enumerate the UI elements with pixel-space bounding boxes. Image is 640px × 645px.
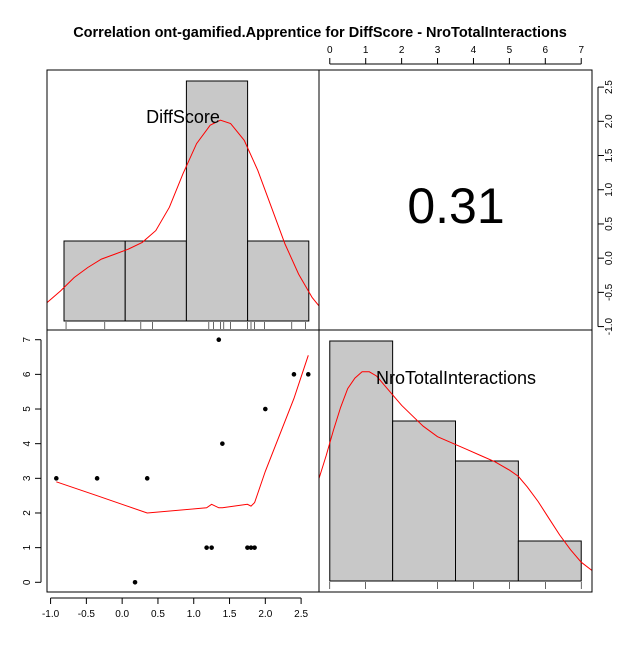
right-y-tick-label: -1.0 <box>604 318 615 336</box>
scatter-point <box>305 372 311 377</box>
top-x-axis: 0 1 2 3 4 5 6 7 <box>327 45 584 65</box>
interactions-histogram <box>329 340 582 582</box>
scatter-point <box>291 372 297 377</box>
scatter-points <box>54 337 311 585</box>
right-y-tick-label: 0.5 <box>604 217 615 231</box>
chart-title: Correlation ont-gamified.Apprentice for … <box>73 25 567 41</box>
left-y-tick-label: 4 <box>22 440 33 446</box>
scatter-point <box>132 579 138 585</box>
left-y-tick-label: 3 <box>22 475 33 481</box>
right-y-tick-label: 2.5 <box>604 80 615 94</box>
interactions-bar <box>455 460 519 582</box>
scatter-point <box>248 545 254 550</box>
correlation-value: 0.31 <box>407 178 504 234</box>
scatter-point <box>144 476 150 481</box>
scatter-point <box>245 545 250 550</box>
left-y-tick-label: 1 <box>22 544 33 550</box>
bottom-x-axis: -1.0 -0.5 0.0 0.5 1.0 1.5 2.0 2.5 <box>42 597 308 620</box>
right-y-tick-label: -0.5 <box>604 283 615 301</box>
top-x-tick-label: 0 <box>327 45 333 56</box>
right-y-tick-label: 2.0 <box>604 114 615 128</box>
interactions-density-line <box>318 371 593 571</box>
top-x-tick-label: 1 <box>363 45 369 56</box>
panel-top-left: DiffScore <box>46 80 320 329</box>
scatter-point <box>220 441 225 446</box>
scatter-point <box>252 545 257 550</box>
top-x-tick-label: 2 <box>399 45 405 56</box>
left-y-tick-label: 6 <box>22 371 33 377</box>
diffscore-bar <box>185 80 249 322</box>
panel-frame-br <box>318 329 593 593</box>
diffscore-bar <box>63 240 126 322</box>
top-x-tick-label: 5 <box>507 45 513 56</box>
top-x-tick-label: 4 <box>471 45 477 56</box>
diffscore-rug <box>65 322 306 329</box>
left-y-tick-label: 5 <box>22 406 33 412</box>
scatter-point <box>209 545 214 550</box>
interactions-label: NroTotalInteractions <box>376 368 536 388</box>
panel-bottom-right: NroTotalInteractions <box>318 340 593 589</box>
scatter-point <box>263 406 268 412</box>
bottom-x-tick-label: 2.0 <box>258 609 272 620</box>
right-y-axis: -1.0 -0.5 0.0 0.5 1.0 1.5 2.0 2.5 <box>597 80 615 336</box>
right-y-tick-label: 1.0 <box>604 182 615 196</box>
panel-bottom-left: -1.0 -0.5 0.0 0.5 1.0 1.5 2.0 2.5 0 1 2 3 4 5 6 7 <box>22 336 311 620</box>
scatter-point <box>204 545 209 550</box>
scatter-point <box>54 476 59 481</box>
diffscore-bar <box>124 240 187 322</box>
left-y-tick-label: 0 <box>22 579 33 585</box>
right-y-tick-label: 0.0 <box>604 251 615 265</box>
panel-frames <box>46 69 593 593</box>
top-x-tick-label: 7 <box>578 45 584 56</box>
scatter-smooth-line <box>56 355 309 514</box>
bottom-x-tick-label: 1.0 <box>187 609 201 620</box>
scatter-point <box>94 476 100 481</box>
diffscore-histogram <box>63 80 310 322</box>
interactions-bar <box>329 340 394 582</box>
bottom-x-tick-label: 1.5 <box>223 609 237 620</box>
top-x-tick-label: 6 <box>543 45 549 56</box>
panel-top-right: 0.31 0 1 2 3 4 5 6 7 -1.0 -0.5 0.0 0.5 1.0 1.5 2.0 2.5 <box>327 45 615 335</box>
diffscore-label: DiffScore <box>146 107 220 127</box>
interactions-bar <box>517 540 582 582</box>
top-x-tick-label: 3 <box>435 45 441 56</box>
bottom-x-tick-label: 2.5 <box>294 609 308 620</box>
bottom-x-tick-label: 0.5 <box>151 609 165 620</box>
left-y-tick-label: 2 <box>22 510 33 516</box>
bottom-x-tick-label: -0.5 <box>78 609 96 620</box>
bottom-x-tick-label: -1.0 <box>42 609 60 620</box>
interactions-bar <box>392 420 456 582</box>
diffscore-bar <box>247 240 310 322</box>
left-y-axis: 0 1 2 3 4 5 6 7 <box>22 336 42 585</box>
interactions-rug <box>329 582 582 589</box>
right-y-tick-label: 1.5 <box>604 148 615 162</box>
left-y-tick-label: 7 <box>22 336 33 342</box>
diffscore-density-line <box>46 119 320 307</box>
bottom-x-tick-label: 0.0 <box>115 609 129 620</box>
scatter-point <box>216 337 222 343</box>
panel-frame-bl <box>46 329 320 593</box>
